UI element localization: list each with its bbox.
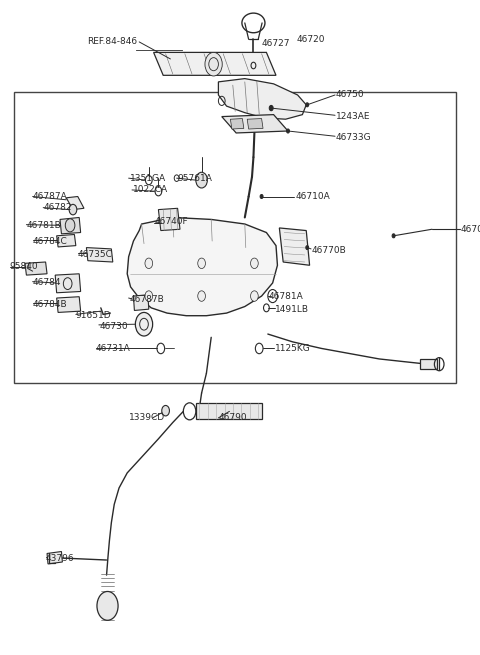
Text: 43796: 43796 — [46, 553, 74, 563]
Text: 46733G: 46733G — [336, 133, 372, 142]
Text: 95840: 95840 — [10, 262, 38, 271]
Polygon shape — [57, 297, 81, 312]
Text: 1491LB: 1491LB — [275, 305, 309, 314]
Circle shape — [287, 129, 289, 133]
Polygon shape — [133, 295, 149, 310]
Circle shape — [205, 52, 222, 76]
Text: 91651D: 91651D — [76, 311, 111, 320]
Text: 1125KG: 1125KG — [275, 344, 310, 353]
Polygon shape — [154, 52, 276, 75]
Text: 46735C: 46735C — [78, 250, 113, 259]
Polygon shape — [66, 196, 84, 210]
Text: 1339CD: 1339CD — [129, 413, 165, 422]
Polygon shape — [230, 119, 244, 129]
Circle shape — [145, 291, 153, 301]
Text: 46731A: 46731A — [96, 344, 131, 353]
Circle shape — [251, 258, 258, 269]
Polygon shape — [57, 234, 76, 247]
Circle shape — [198, 258, 205, 269]
Text: 95761A: 95761A — [178, 174, 213, 183]
Polygon shape — [127, 217, 277, 316]
Polygon shape — [47, 552, 62, 564]
Text: 46770B: 46770B — [312, 246, 347, 255]
Text: 46727: 46727 — [262, 39, 290, 48]
Circle shape — [260, 195, 263, 198]
Polygon shape — [247, 119, 263, 129]
Circle shape — [145, 258, 153, 269]
Circle shape — [162, 405, 169, 416]
Bar — [14, 92, 456, 383]
Text: 46784B: 46784B — [33, 300, 67, 309]
Circle shape — [269, 105, 273, 111]
Text: 46782: 46782 — [43, 203, 72, 212]
Polygon shape — [55, 274, 81, 293]
Text: 46720: 46720 — [297, 35, 325, 44]
Text: 46700A: 46700A — [461, 225, 480, 234]
Circle shape — [251, 291, 258, 301]
Text: 46787A: 46787A — [33, 192, 67, 201]
Text: 1022CA: 1022CA — [133, 185, 168, 195]
Circle shape — [392, 234, 395, 238]
Polygon shape — [158, 208, 180, 231]
Circle shape — [306, 246, 309, 250]
Circle shape — [135, 312, 153, 336]
Text: 46750: 46750 — [336, 90, 365, 100]
Text: 1243AE: 1243AE — [336, 112, 371, 121]
Text: 46787B: 46787B — [130, 295, 164, 304]
Polygon shape — [218, 79, 306, 119]
Text: 46784C: 46784C — [33, 236, 67, 246]
Text: 46790: 46790 — [218, 413, 247, 422]
Polygon shape — [25, 262, 47, 275]
Polygon shape — [279, 228, 310, 265]
Circle shape — [306, 103, 309, 107]
Polygon shape — [420, 359, 437, 369]
Text: 46740F: 46740F — [155, 217, 188, 226]
Circle shape — [65, 219, 75, 232]
Polygon shape — [86, 248, 113, 262]
Circle shape — [97, 591, 118, 620]
Circle shape — [196, 172, 207, 188]
Text: 46710A: 46710A — [295, 192, 330, 201]
Text: 46784: 46784 — [33, 278, 61, 288]
Text: 46781A: 46781A — [269, 292, 303, 301]
Polygon shape — [60, 217, 81, 234]
Polygon shape — [196, 403, 262, 419]
Text: 46730: 46730 — [100, 322, 129, 331]
Polygon shape — [222, 115, 288, 133]
Text: 1351GA: 1351GA — [130, 174, 166, 183]
Text: REF.84-846: REF.84-846 — [87, 37, 137, 47]
Text: 46781B: 46781B — [26, 221, 61, 231]
Circle shape — [198, 291, 205, 301]
Circle shape — [69, 204, 77, 215]
